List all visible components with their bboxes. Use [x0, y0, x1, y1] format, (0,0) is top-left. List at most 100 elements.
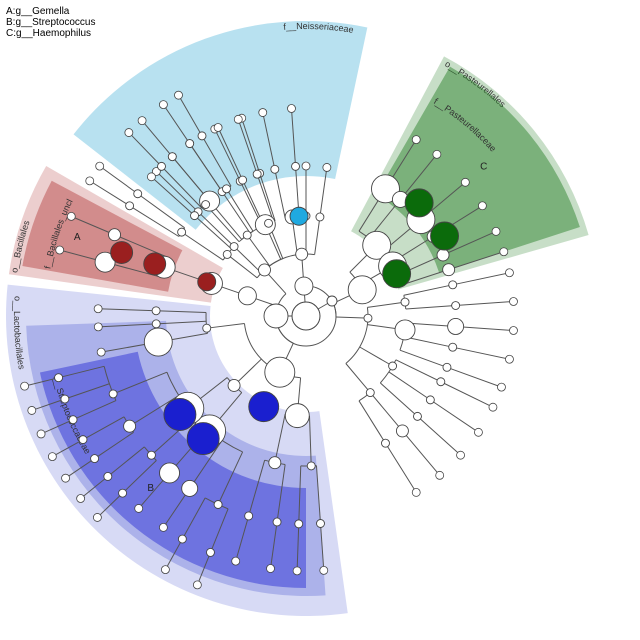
- tree-node: [55, 374, 63, 382]
- leaf-node: [267, 565, 275, 573]
- tree-node: [273, 518, 281, 526]
- highlight-node: [383, 260, 411, 288]
- leaf-node: [56, 246, 64, 254]
- leaf-node: [232, 557, 240, 565]
- tree-node: [389, 362, 397, 370]
- tree-node: [452, 302, 460, 310]
- leaf-node: [138, 117, 146, 125]
- leaf-node: [48, 453, 56, 461]
- tree-node: [223, 185, 231, 193]
- legend-item-A: A:g__Gemella: [6, 6, 70, 17]
- tree-node: [395, 320, 415, 340]
- highlight-node: [290, 207, 308, 225]
- tree-node: [160, 463, 180, 483]
- tree-node: [124, 420, 136, 432]
- legend-item-B: B:g__Streptococcus: [6, 17, 96, 28]
- tree-node: [449, 343, 457, 351]
- tree-node: [198, 132, 206, 140]
- tree-node: [449, 281, 457, 289]
- tree-node: [259, 264, 271, 276]
- highlight-node: [164, 399, 196, 431]
- tree-node: [228, 379, 240, 391]
- leaf-node: [234, 115, 242, 123]
- tree-node: [437, 249, 449, 261]
- leaf-node: [461, 178, 469, 186]
- tree-node: [126, 202, 134, 210]
- leaf-node: [293, 567, 301, 575]
- tree-node: [61, 395, 69, 403]
- highlight-node: [405, 189, 433, 217]
- leaf-node: [500, 248, 508, 256]
- leaf-node: [86, 177, 94, 185]
- leaf-node: [62, 474, 70, 482]
- leaf-node: [509, 297, 517, 305]
- highlight-node: [144, 253, 166, 275]
- tree-node: [206, 548, 214, 556]
- root-node: [292, 302, 320, 330]
- tree-node: [119, 489, 127, 497]
- leaf-node: [93, 513, 101, 521]
- tree-node: [271, 165, 279, 173]
- tree-node: [253, 170, 261, 178]
- tree-node: [295, 277, 313, 295]
- leaf-node: [323, 163, 331, 171]
- leaf-node: [320, 566, 328, 574]
- tree-node: [443, 363, 451, 371]
- leaf-node: [159, 523, 167, 531]
- highlight-node: [249, 392, 279, 422]
- tree-node: [396, 425, 408, 437]
- leaf-node: [287, 105, 295, 113]
- leaf-node: [21, 382, 29, 390]
- tree-node: [265, 357, 295, 387]
- leaf-node: [96, 162, 104, 170]
- leaf-node: [412, 488, 420, 496]
- tree-node: [296, 248, 308, 260]
- tree-node: [426, 396, 434, 404]
- tree-node: [69, 416, 77, 424]
- letter-marker-B: B: [147, 483, 154, 494]
- tree-node: [147, 451, 155, 459]
- tree-node: [327, 296, 337, 306]
- leaf-node: [412, 136, 420, 144]
- tree-node: [269, 457, 281, 469]
- tree-node: [317, 519, 325, 527]
- tree-node: [316, 213, 324, 221]
- tree-node: [186, 140, 194, 148]
- leaf-node: [159, 101, 167, 109]
- leaf-node: [28, 406, 36, 414]
- leaf-node: [259, 109, 267, 117]
- tree-node: [364, 314, 372, 322]
- tree-node: [200, 191, 220, 211]
- tree-node: [366, 389, 374, 397]
- legend-item-C: C:g__Haemophilus: [6, 28, 91, 39]
- leaf-node: [489, 403, 497, 411]
- tree-node: [243, 231, 251, 239]
- tree-node: [182, 480, 198, 496]
- tree-node: [295, 520, 303, 528]
- letter-marker-A: A: [74, 232, 81, 243]
- tree-node: [191, 212, 199, 220]
- tree-node: [239, 176, 247, 184]
- tree-node: [448, 318, 464, 334]
- cladogram-svg: o__Pasteurellalesf__Pasteurellaceaef__Ne…: [0, 0, 640, 640]
- leaf-node: [193, 581, 201, 589]
- highlight-node: [111, 242, 133, 264]
- tree-node: [109, 229, 121, 241]
- tree-node: [144, 328, 172, 356]
- leaf-node: [94, 305, 102, 313]
- highlight-node: [431, 222, 459, 250]
- legend: A:g__GemellaB:g__StreptococcusC:g__Haemo…: [6, 6, 96, 39]
- leaf-node: [175, 91, 183, 99]
- leaf-node: [509, 327, 517, 335]
- tree-node: [230, 243, 238, 251]
- tree-node: [104, 472, 112, 480]
- leaf-node: [125, 129, 133, 137]
- tree-node: [152, 320, 160, 328]
- highlight-node: [187, 423, 219, 455]
- tree-node: [238, 287, 256, 305]
- tree-node: [214, 501, 222, 509]
- tree-node: [202, 201, 210, 209]
- leaf-node: [433, 150, 441, 158]
- leaf-node: [214, 123, 222, 131]
- tree-node: [91, 455, 99, 463]
